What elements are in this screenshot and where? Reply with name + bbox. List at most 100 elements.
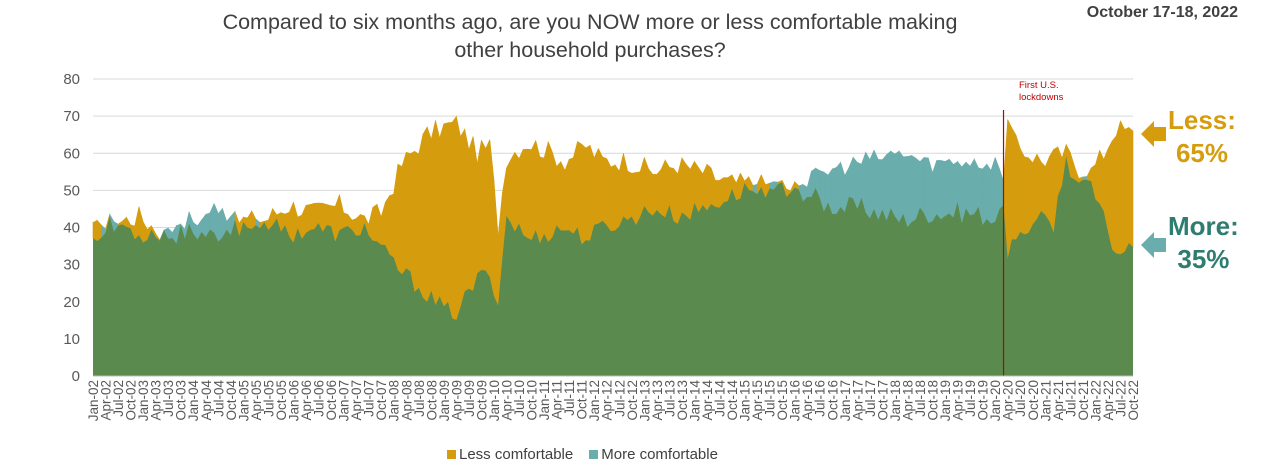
x-tick-label: Oct-15 <box>775 380 790 421</box>
band-segment <box>527 148 532 241</box>
legend: Less comfortable More comfortable <box>447 446 718 463</box>
legend-swatch-more <box>589 450 599 459</box>
x-tick-label: Jan-15 <box>738 380 753 421</box>
x-tick-label: Oct-09 <box>474 380 489 421</box>
band-segment <box>96 219 102 242</box>
band-segment <box>1036 153 1042 220</box>
band-segment <box>472 136 478 291</box>
x-tick-label: Jul-20 <box>1013 380 1028 417</box>
band-segment <box>510 152 516 232</box>
x-tick-label: Jul-05 <box>261 380 276 417</box>
band-segment <box>685 163 691 221</box>
x-tick-label: Oct-11 <box>575 380 590 420</box>
x-tick-label: Jan-18 <box>888 380 903 421</box>
band-segment <box>426 126 432 302</box>
x-tick-label: Jan-22 <box>1088 380 1103 421</box>
chart-areas <box>92 115 1134 376</box>
band-segment <box>840 162 846 213</box>
band-segment <box>355 213 361 236</box>
band-segment <box>393 164 399 271</box>
band-segment <box>890 150 896 217</box>
band-segment <box>422 125 428 303</box>
band-segment <box>936 160 942 221</box>
band-segment <box>468 136 474 292</box>
band-segment <box>999 168 1004 211</box>
y-tick-label: 0 <box>72 368 80 385</box>
x-tick-label: Oct-04 <box>224 380 239 421</box>
less-callout: Less: 65% <box>1168 104 1236 170</box>
x-tick-label: Jul-11 <box>562 380 577 416</box>
x-tick-label: Apr-09 <box>449 380 464 421</box>
x-tick-label: Apr-16 <box>800 380 815 421</box>
x-tick-label: Jan-05 <box>236 380 251 421</box>
x-tick-label: Oct-20 <box>1026 380 1041 421</box>
x-tick-label: Oct-18 <box>926 380 941 421</box>
overlap-area <box>93 156 1133 376</box>
band-segment <box>928 157 933 224</box>
band-segment <box>464 129 470 292</box>
lockdown-annotation: First U.S. lockdowns <box>1019 80 1064 103</box>
y-tick-label: 10 <box>63 331 80 348</box>
x-tick-label: Jan-10 <box>487 380 502 421</box>
band-segment <box>531 140 537 241</box>
x-tick-label: Oct-12 <box>625 380 640 421</box>
legend-label-more: More comfortable <box>601 446 718 463</box>
band-segment <box>456 116 461 321</box>
y-tick-label: 70 <box>63 108 80 125</box>
more-callout: More: 35% <box>1168 210 1239 276</box>
band-segment <box>973 158 979 215</box>
band-segment <box>923 157 929 224</box>
y-tick-label: 40 <box>63 220 80 237</box>
band-segment <box>865 151 871 220</box>
band-segment <box>560 161 566 231</box>
band-segment <box>1082 176 1088 181</box>
band-segment <box>568 157 574 235</box>
band-segment <box>598 148 603 225</box>
band-segment <box>882 153 887 221</box>
band-segment <box>681 156 687 217</box>
band-segment <box>1049 148 1054 233</box>
x-tick-label: Jul-17 <box>863 380 878 417</box>
band-segment <box>439 123 445 307</box>
x-tick-label: Jan-19 <box>938 380 953 421</box>
more-label: More: <box>1168 211 1239 241</box>
band-segment <box>602 156 608 227</box>
chart-title: Compared to six months ago, are you NOW … <box>222 10 958 62</box>
band-segment <box>907 155 912 228</box>
band-segment <box>656 168 662 216</box>
band-segment <box>652 173 658 217</box>
band-segment <box>648 167 653 217</box>
band-segment <box>623 153 628 221</box>
band-segment <box>869 150 875 219</box>
band-segment <box>405 151 411 272</box>
band-segment <box>547 141 553 243</box>
band-segment <box>618 153 624 227</box>
x-tick-label: Oct-17 <box>875 380 890 421</box>
band-segment <box>831 166 837 215</box>
band-segment <box>836 161 841 215</box>
band-segment <box>635 171 641 226</box>
x-tick-label: Apr-18 <box>900 380 915 421</box>
less-value: 65% <box>1175 138 1228 168</box>
x-axis-ticks: Jan-02Apr-02Jul-02Oct-02Jan-03Apr-03Jul-… <box>86 375 1141 422</box>
band-segment <box>489 139 495 297</box>
band-segment <box>1115 120 1121 255</box>
band-segment <box>447 121 453 319</box>
callout-arrows <box>1141 121 1166 258</box>
band-segment <box>209 203 215 234</box>
x-tick-label: Oct-21 <box>1076 380 1091 421</box>
band-segment <box>948 158 954 219</box>
x-tick-label: Oct-19 <box>976 380 991 421</box>
x-tick-label: Oct-03 <box>174 380 189 421</box>
more-value: 35% <box>1177 244 1230 274</box>
band-segment <box>940 160 946 220</box>
x-tick-label: Jan-20 <box>988 380 1003 421</box>
x-tick-label: Apr-11 <box>550 380 565 420</box>
x-tick-label: Jul-06 <box>312 380 327 417</box>
more-arrow-icon <box>1141 232 1166 258</box>
x-tick-label: Jan-14 <box>687 380 702 422</box>
band-segment <box>848 157 854 200</box>
band-segment <box>435 120 440 306</box>
y-tick-label: 80 <box>63 71 80 88</box>
band-segment <box>142 221 148 244</box>
